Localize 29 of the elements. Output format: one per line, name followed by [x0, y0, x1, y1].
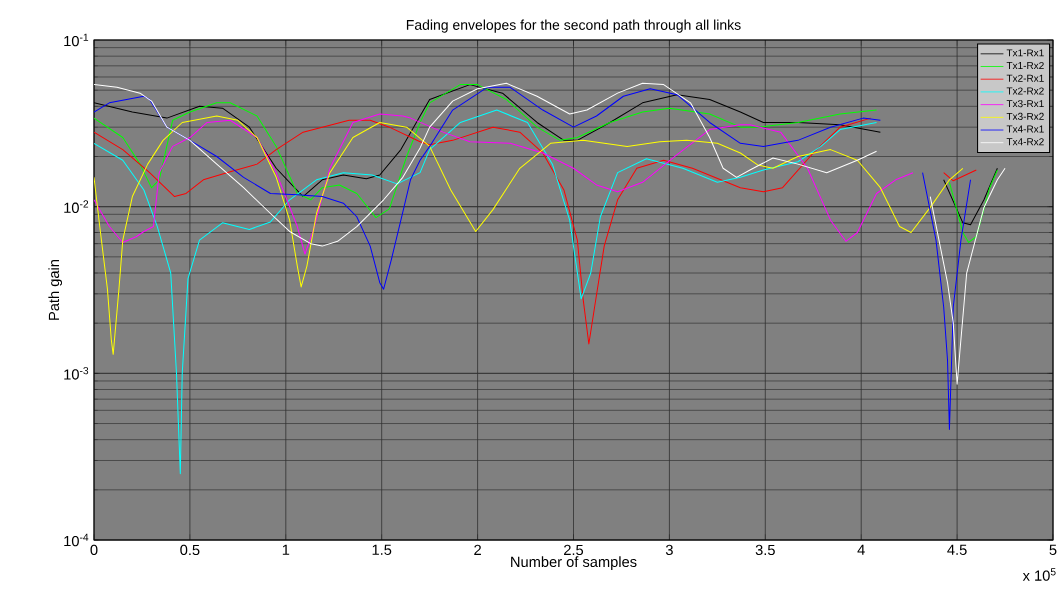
legend-label: Tx1-Rx1: [1006, 49, 1044, 57]
x-tick-label: 5: [1049, 544, 1057, 555]
chart-title: Fading envelopes for the second path through all links: [406, 19, 741, 33]
y-tick-label: 10$^{-4}$: [64, 533, 89, 547]
x-tick-label: 0.5: [180, 544, 200, 556]
line-series: [94, 113, 914, 255]
line-series: [94, 109, 878, 475]
legend-label: Tx4-Rx2: [1006, 138, 1044, 146]
y-tick-label: 10$^{-1}$: [64, 33, 89, 47]
x-tick-label: 3: [665, 544, 673, 556]
y-tick-label: 10$^{-2}$: [64, 200, 89, 213]
legend-label: Tx3-Rx2: [1006, 112, 1044, 120]
y-tick-label: 10$^{-3}$: [64, 367, 89, 380]
y-axis-title: Path gain: [48, 260, 63, 320]
legend-label: Tx1-Rx2: [1006, 61, 1044, 69]
x-tick-label: 4.5: [947, 544, 967, 555]
x-tick-label: 2.5: [564, 544, 584, 556]
legend-label: Tx2-Rx1: [1006, 74, 1044, 82]
x-tick-label: 2: [474, 544, 481, 555]
x-tick-label: 1.5: [372, 544, 392, 555]
legend-label: Tx4-Rx1: [1006, 125, 1044, 133]
text: x 10$^{5}$: [1022, 568, 1056, 581]
legend-label: Tx2-Rx2: [1006, 87, 1044, 95]
legend-label: Tx3-Rx1: [1006, 100, 1044, 108]
x-axis-title: Number of samples: [511, 556, 637, 570]
x-tick-label: 0: [90, 544, 98, 556]
x-tick-label: 3.5: [755, 544, 775, 556]
x-tick-label: 1: [282, 544, 290, 555]
x-tick-label: 4: [857, 544, 865, 555]
